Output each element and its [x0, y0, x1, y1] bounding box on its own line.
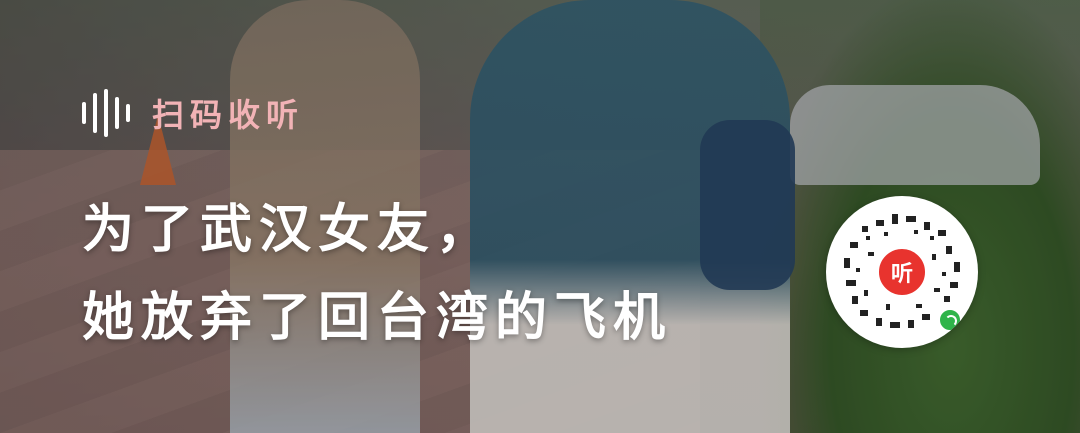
headline-line-2: 她放弃了回台湾的飞机	[82, 288, 673, 348]
listen-logo-text: 听	[890, 262, 913, 287]
qr-code-pattern	[844, 214, 960, 328]
miniprogram-icon	[938, 308, 962, 332]
headline: 为了武汉女友， 她放弃了回台湾的飞机	[82, 186, 672, 362]
waveform-icon	[82, 89, 130, 137]
scan-to-listen: 扫码收听	[82, 88, 304, 138]
backpack	[700, 120, 795, 290]
traffic-cone	[140, 115, 176, 185]
listen-logo: 听	[876, 246, 928, 298]
headline-line-1: 为了武汉女友，	[82, 200, 496, 260]
scan-to-listen-label: 扫码收听	[152, 96, 305, 134]
parked-car	[790, 85, 1040, 185]
qr-code[interactable]: 听	[826, 196, 978, 348]
woman-figure	[230, 0, 420, 433]
